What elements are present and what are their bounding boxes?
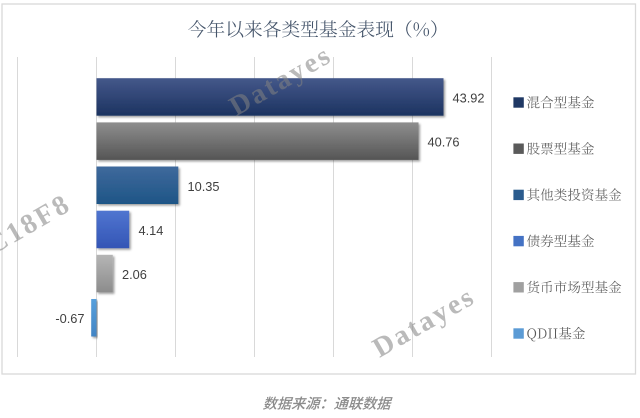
svg-text:43.92: 43.92 [453, 91, 485, 106]
svg-text:2.06: 2.06 [122, 267, 147, 282]
svg-text:10.35: 10.35 [188, 179, 220, 194]
svg-text:-0.67: -0.67 [55, 311, 84, 326]
svg-text:40.76: 40.76 [428, 135, 460, 150]
svg-text:4.14: 4.14 [139, 223, 164, 238]
